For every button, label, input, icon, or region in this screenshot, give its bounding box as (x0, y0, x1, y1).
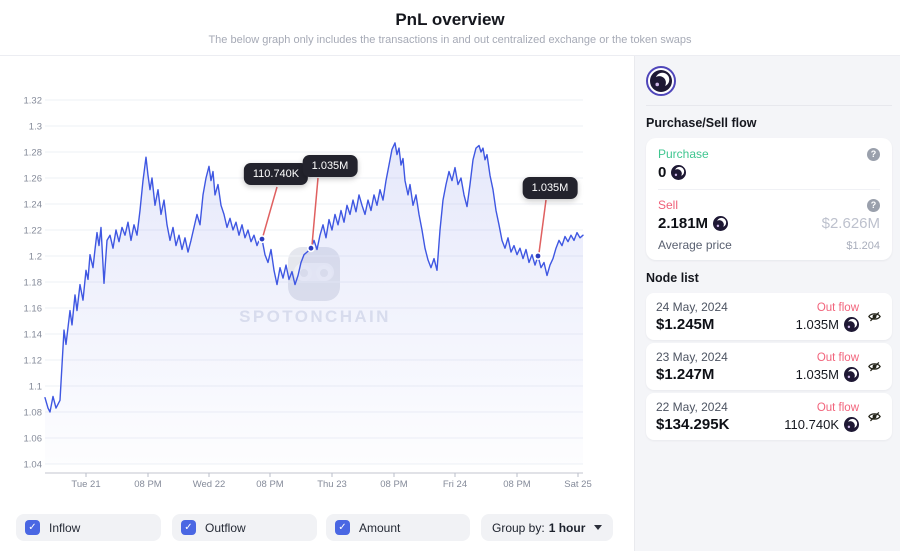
tooltip-connector-line (262, 186, 278, 237)
chart-tooltip: 1.035M (522, 177, 578, 199)
tooltip-connector-line (538, 199, 547, 254)
filter-label: Inflow (49, 520, 81, 535)
sell-value: 2.181M (658, 215, 709, 232)
card-divider (658, 189, 880, 190)
page-title: PnL overview (395, 10, 505, 29)
token-icon (650, 70, 672, 92)
node-usd-value: $134.295K (656, 416, 730, 433)
x-axis-tick-label: 08 PM (503, 479, 531, 490)
x-axis-tick-label: Sat 25 (564, 479, 591, 490)
y-axis-tick-label: 1.26 (24, 174, 43, 185)
filter-label: Outflow (205, 520, 246, 535)
marker-dot[interactable] (257, 235, 266, 244)
node-usd-value: $1.247M (656, 366, 715, 383)
help-icon[interactable]: ? (867, 147, 880, 161)
token-icon (713, 216, 729, 231)
y-axis-tick-label: 1.3 (29, 122, 42, 133)
x-axis-tick-label: Fri 24 (443, 479, 467, 490)
y-axis-tick-label: 1.2 (29, 252, 42, 263)
y-axis-tick-label: 1.1 (29, 382, 42, 393)
sell-label: Sell (658, 198, 679, 212)
node-flow-direction: Out flow (816, 401, 859, 414)
y-axis-tick-label: 1.14 (24, 330, 43, 341)
checkbox-checked-icon[interactable]: ✓ (335, 520, 350, 535)
details-sidebar: Purchase/Sell flow Purchase ? 0 Sell ? 2… (634, 56, 900, 551)
area-fill (45, 142, 583, 464)
average-price-label: Average price (658, 238, 732, 252)
eye-off-icon[interactable] (867, 409, 882, 424)
token-icon (671, 165, 687, 180)
marker-dot[interactable] (306, 244, 315, 253)
x-axis-tick-label: 08 PM (380, 479, 408, 490)
purchase-value: 0 (658, 164, 667, 181)
purchase-label: Purchase (658, 147, 709, 161)
y-axis-tick-label: 1.08 (24, 408, 43, 419)
node-date: 24 May, 2024 (656, 300, 728, 314)
pnl-line-chart: 1.32 1.3 1.28 1.26 1.24 1.22 1.2 1.18 1.16 1.14 1.… (24, 96, 592, 491)
x-axis-tick-label: Tue 21 (71, 479, 100, 490)
node-flow-direction: Out flow (816, 301, 859, 314)
eye-off-icon[interactable] (867, 359, 882, 374)
y-axis-tick-label: 1.28 (24, 148, 43, 159)
average-price-value: $1.204 (846, 240, 880, 252)
sidebar-divider (646, 105, 892, 106)
node-list-item[interactable]: 24 May, 2024 $1.245M Out flow 1.035M (646, 293, 892, 340)
checkbox-checked-icon[interactable]: ✓ (25, 520, 40, 535)
node-flow-direction: Out flow (816, 351, 859, 364)
chart-tooltip: 110.740K (243, 163, 309, 185)
x-axis-tick-label: 08 PM (134, 479, 162, 490)
y-axis-tick-label: 1.04 (24, 460, 43, 471)
group-by-value: 1 hour (548, 520, 586, 535)
chart-area: SPOTONCHAIN 1.321.31.281.261.241.221.21.… (24, 96, 592, 491)
y-axis-tick-label: 1.32 (24, 96, 43, 107)
flow-section-title: Purchase/Sell flow (646, 116, 757, 130)
token-icon (844, 366, 859, 382)
node-amount: 1.035M (795, 316, 839, 332)
x-axis-tick-label: 08 PM (256, 479, 284, 490)
page-subtitle: The below graph only includes the transa… (208, 34, 692, 46)
x-axis-tick-label: Wed 22 (193, 479, 226, 490)
y-axis-tick-label: 1.18 (24, 278, 43, 289)
node-amount: 1.035M (795, 366, 839, 382)
chart-controls: ✓ Inflow ✓ Outflow ✓ Amount Group by: 1 … (0, 508, 634, 551)
tooltip-connector-line (311, 177, 319, 246)
help-icon[interactable]: ? (867, 198, 880, 212)
filter-toggle[interactable]: ✓ Inflow (16, 514, 161, 541)
y-axis-tick-label: 1.22 (24, 226, 43, 237)
node-date: 23 May, 2024 (656, 350, 728, 364)
node-date: 22 May, 2024 (656, 400, 728, 414)
checkbox-checked-icon[interactable]: ✓ (181, 520, 196, 535)
node-usd-value: $1.245M (656, 316, 715, 333)
token-icon (844, 316, 859, 332)
marker-dot[interactable] (533, 252, 542, 261)
group-by-select[interactable]: Group by: 1 hour (481, 514, 613, 541)
y-axis-tick-label: 1.06 (24, 434, 43, 445)
group-by-label: Group by: (492, 520, 545, 535)
page-header: PnL overview The below graph only includ… (0, 0, 900, 56)
node-amount: 110.740K (784, 416, 839, 432)
token-badge (646, 66, 676, 96)
purchase-sell-card: Purchase ? 0 Sell ? 2.181M $2.626M Avera… (646, 138, 892, 260)
x-axis-tick-label: Thu 23 (317, 479, 347, 490)
chevron-down-icon (594, 525, 602, 530)
chart-tooltip: 1.035M (302, 155, 358, 177)
node-list-title: Node list (646, 271, 699, 285)
node-list-item[interactable]: 22 May, 2024 $134.295K Out flow 110.740K (646, 393, 892, 440)
filter-toggle[interactable]: ✓ Amount (326, 514, 470, 541)
eye-off-icon[interactable] (867, 309, 882, 324)
filter-toggle[interactable]: ✓ Outflow (172, 514, 317, 541)
y-axis-tick-label: 1.16 (24, 304, 43, 315)
node-list-item[interactable]: 23 May, 2024 $1.247M Out flow 1.035M (646, 343, 892, 390)
y-axis-tick-label: 1.12 (24, 356, 43, 367)
filter-label: Amount (359, 520, 401, 535)
y-axis-tick-label: 1.24 (24, 200, 43, 211)
sell-usd-value: $2.626M (821, 215, 880, 232)
token-icon (844, 416, 859, 432)
